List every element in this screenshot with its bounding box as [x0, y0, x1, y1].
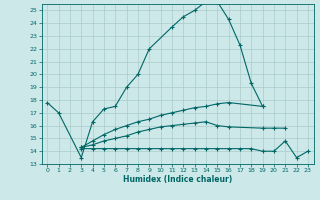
- X-axis label: Humidex (Indice chaleur): Humidex (Indice chaleur): [123, 175, 232, 184]
